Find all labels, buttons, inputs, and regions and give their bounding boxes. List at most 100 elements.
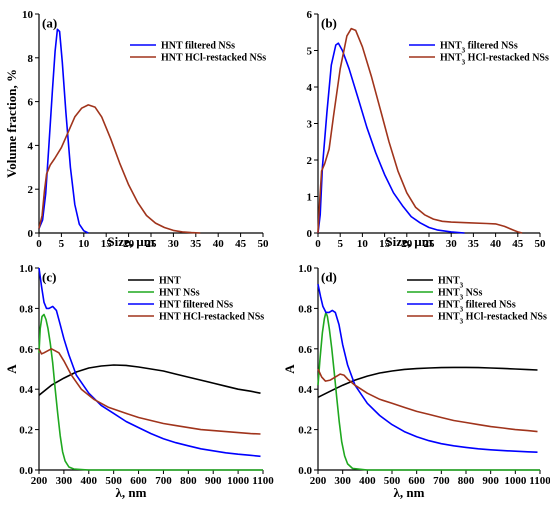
y-tick-label: 1.0: [298, 263, 312, 275]
y-tick-label: 0.2: [298, 425, 312, 437]
x-tick-label: 600: [408, 475, 425, 487]
x-tick-label: 35: [468, 238, 480, 250]
x-tick-label: 400: [359, 475, 376, 487]
y-tick-label: 3: [307, 119, 313, 131]
x-tick-label: 30: [446, 238, 458, 250]
x-tick-label: 50: [258, 238, 270, 250]
panel-label: (a): [42, 16, 57, 31]
y-tick-label: 1.0: [19, 263, 33, 275]
x-tick-label: 40: [213, 238, 225, 250]
x-tick-label: 15: [101, 238, 113, 250]
legend-label: HNT filtered NSs: [159, 300, 233, 311]
y-tick-label: 6: [307, 9, 313, 21]
series-line-0: [38, 364, 261, 396]
x-tick-label: 35: [190, 238, 202, 250]
series-line-0: [317, 366, 538, 399]
x-tick-label: 45: [512, 238, 524, 250]
y-tick-label: 0: [28, 228, 34, 240]
y-axis-title: Volume fraction, %: [4, 69, 19, 178]
series-line-0: [317, 42, 465, 234]
x-tick-label: 800: [180, 475, 197, 487]
legend-label: HNT3: [438, 276, 464, 290]
x-axis-title: λ, nm: [394, 485, 425, 500]
x-tick-label: 200: [310, 475, 327, 487]
x-tick-label: 700: [433, 475, 450, 487]
x-tick-label: 300: [56, 475, 73, 487]
x-tick-label: 5: [59, 238, 65, 250]
series-line-1: [317, 27, 523, 234]
panel-label: (c): [42, 270, 56, 285]
x-tick-label: 300: [334, 475, 351, 487]
legend-label: HNT3 HCl-restacked NSs: [440, 53, 549, 67]
y-tick-label: 10: [22, 9, 34, 21]
series-line-1: [38, 313, 263, 471]
x-tick-label: 200: [31, 475, 48, 487]
x-tick-label: 900: [482, 475, 499, 487]
panel-label: (b): [321, 16, 337, 31]
y-tick-label: 4: [307, 82, 313, 94]
x-tick-label: 500: [105, 475, 122, 487]
series-line-1: [38, 104, 201, 234]
series-line-3: [317, 368, 538, 433]
legend-label: HNT filtered NSs: [161, 41, 235, 52]
y-axis-title: A: [4, 364, 19, 374]
y-tick-label: 0.2: [19, 425, 33, 437]
legend-label: HNT3 NSs: [438, 288, 482, 302]
series-line-0: [38, 28, 89, 234]
legend-label: HNT3 filtered NSs: [438, 300, 516, 314]
x-tick-label: 15: [379, 238, 391, 250]
y-tick-label: 0.6: [19, 344, 33, 356]
x-tick-label: 5: [337, 238, 343, 250]
y-tick-label: 0.4: [298, 384, 312, 396]
x-axis-title: Size, µm: [385, 234, 432, 249]
x-tick-label: 10: [78, 238, 90, 250]
x-tick-label: 900: [205, 475, 222, 487]
legend-label: HNT: [159, 276, 181, 287]
panel-a: 0 5 10 15 20 25 30 35 40 45 50 0 2 4 6 8 10 (a) Size, µm Vo…: [4, 9, 269, 250]
x-tick-label: 1100: [529, 475, 550, 487]
y-tick-label: 0.6: [298, 344, 312, 356]
y-tick-label: 0.8: [19, 303, 33, 315]
legend-label: HNT HCl-restacked NSs: [161, 53, 266, 64]
y-tick-label: 0.0: [19, 465, 33, 477]
panel-c: 200 300 400 500 600 700 800 900 1000 1100 0.0 0.2 0.…: [4, 263, 274, 500]
x-tick-label: 10: [357, 238, 369, 250]
x-tick-label: 500: [384, 475, 401, 487]
x-axis-title: λ, nm: [116, 485, 147, 500]
y-tick-label: 8: [28, 53, 34, 65]
x-axis-title: Size, µm: [107, 234, 154, 249]
legend-label: HNT3 filtered NSs: [440, 41, 518, 55]
series-line-3: [38, 348, 261, 435]
x-tick-label: 400: [81, 475, 98, 487]
legend-label: HNT HCl-restacked NSs: [159, 312, 264, 323]
legend-label: HNT NSs: [159, 288, 200, 299]
y-tick-label: 5: [307, 46, 313, 58]
y-axis-title: A: [282, 364, 297, 374]
panel-label: (d): [321, 270, 337, 285]
x-tick-label: 20: [123, 238, 135, 250]
x-tick-label: 25: [424, 238, 436, 250]
x-tick-label: 700: [155, 475, 172, 487]
x-tick-label: 45: [235, 238, 247, 250]
y-tick-label: 0.0: [298, 465, 312, 477]
x-tick-label: 600: [130, 475, 147, 487]
x-tick-label: 20: [401, 238, 413, 250]
y-tick-label: 0.8: [298, 303, 312, 315]
series-line-1: [317, 311, 540, 471]
panel-d: 200 300 400 500 600 700 800 900 1000 1100 0.0 0.2 0.…: [282, 263, 550, 500]
y-tick-label: 1: [307, 192, 313, 204]
x-tick-label: 0: [36, 238, 42, 250]
y-tick-label: 4: [28, 140, 34, 152]
x-tick-label: 800: [458, 475, 475, 487]
series-line-2: [317, 284, 538, 453]
y-tick-label: 0.4: [19, 384, 33, 396]
legend-label: HNT3 HCl-restacked NSs: [438, 312, 547, 326]
x-tick-label: 1100: [252, 475, 274, 487]
y-tick-label: 6: [28, 97, 34, 109]
x-tick-label: 1000: [504, 475, 527, 487]
y-tick-label: 2: [28, 184, 34, 196]
x-tick-label: 30: [168, 238, 180, 250]
